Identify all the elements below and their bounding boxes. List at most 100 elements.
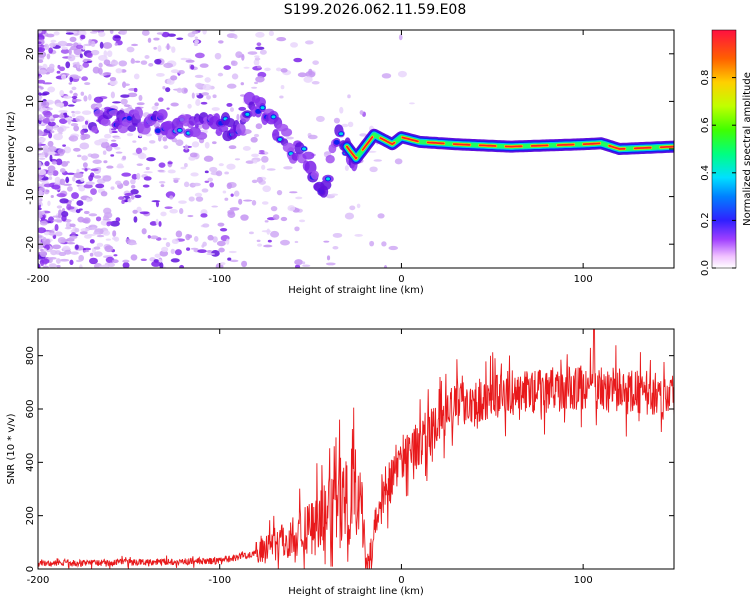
noise-blob xyxy=(114,146,121,150)
noise-blob xyxy=(53,31,60,36)
noise-blob xyxy=(254,81,258,85)
noise-blob xyxy=(236,113,240,121)
noise-blob xyxy=(264,67,271,72)
noise-blob xyxy=(212,141,217,145)
noise-blob xyxy=(130,184,136,189)
noise-blob xyxy=(55,158,63,166)
noise-blob xyxy=(90,40,96,48)
noise-blob xyxy=(50,39,57,43)
noise-blob xyxy=(47,86,56,93)
noise-blob xyxy=(38,65,43,69)
noise-blob xyxy=(93,251,103,257)
noise-blob xyxy=(86,197,90,203)
noise-blob xyxy=(231,60,236,65)
noise-blob xyxy=(209,182,215,188)
noise-blob xyxy=(160,211,167,217)
noise-blob xyxy=(187,214,194,218)
noise-blob xyxy=(72,176,76,182)
noise-blob xyxy=(119,30,128,36)
noise-blob xyxy=(42,265,50,268)
noise-blob xyxy=(187,234,193,239)
noise-blob xyxy=(65,61,71,69)
noise-blob xyxy=(330,193,339,196)
noise-blob xyxy=(38,154,46,158)
noise-blob xyxy=(88,94,92,101)
noise-blob xyxy=(43,231,50,236)
noise-blob xyxy=(233,34,238,39)
noise-blob xyxy=(47,200,51,207)
noise-blob xyxy=(151,200,161,203)
noise-blob xyxy=(294,240,299,244)
spectrogram-ylabel: Frequency (Hz) xyxy=(6,111,17,187)
y-tick-label: 0 xyxy=(25,146,36,152)
noise-blob xyxy=(195,196,204,202)
noise-blob xyxy=(388,245,399,251)
noise-blob xyxy=(96,234,105,238)
ridge-blob xyxy=(91,125,99,133)
x-tick-label: -200 xyxy=(27,575,50,586)
noise-blob xyxy=(47,170,54,176)
noise-blob xyxy=(87,226,97,231)
noise-blob xyxy=(66,160,70,164)
ridge-blob xyxy=(195,131,208,140)
noise-blob xyxy=(38,79,46,84)
noise-blob xyxy=(79,53,83,58)
noise-blob xyxy=(38,95,43,100)
noise-blob xyxy=(59,198,69,204)
noise-blob xyxy=(200,101,208,105)
noise-blob xyxy=(261,201,269,205)
noise-blob xyxy=(148,62,154,67)
noise-blob xyxy=(356,203,361,209)
noise-blob xyxy=(169,208,178,214)
ridge-blob xyxy=(156,109,168,121)
noise-blob xyxy=(76,61,80,69)
noise-blob xyxy=(80,91,85,96)
noise-blob xyxy=(42,110,51,116)
noise-blob xyxy=(136,206,142,213)
ridge-core xyxy=(278,138,283,142)
noise-blob xyxy=(158,181,166,184)
noise-blob xyxy=(161,246,169,252)
noise-blob xyxy=(219,262,226,266)
spectrogram-layer xyxy=(38,30,674,268)
noise-blob xyxy=(103,72,112,76)
noise-blob xyxy=(61,46,68,50)
noise-blob xyxy=(218,247,225,253)
noise-blob xyxy=(369,240,375,247)
noise-blob xyxy=(52,114,60,118)
noise-blob xyxy=(183,181,190,188)
noise-blob xyxy=(39,250,47,258)
noise-blob xyxy=(65,176,70,184)
noise-blob xyxy=(194,39,200,44)
x-tick-label: -200 xyxy=(27,274,50,285)
noise-blob xyxy=(170,258,180,263)
noise-blob xyxy=(46,33,55,38)
noise-blob xyxy=(110,91,116,99)
noise-blob xyxy=(139,211,150,215)
ridge-blob xyxy=(235,123,246,136)
ridge-core xyxy=(126,115,133,121)
noise-blob xyxy=(38,199,42,206)
noise-blob xyxy=(199,63,209,68)
noise-blob xyxy=(38,227,47,234)
noise-blob xyxy=(206,95,211,100)
noise-blob xyxy=(126,46,135,53)
noise-blob xyxy=(184,144,189,151)
noise-blob xyxy=(341,123,349,128)
noise-blob xyxy=(38,161,42,168)
noise-blob xyxy=(88,174,94,182)
noise-blob xyxy=(81,155,88,161)
noise-blob xyxy=(307,134,318,140)
noise-blob xyxy=(204,141,210,149)
noise-blob xyxy=(394,158,403,165)
noise-blob xyxy=(178,69,185,75)
noise-blob xyxy=(192,182,201,187)
noise-blob xyxy=(159,262,164,268)
ridge-core xyxy=(271,115,276,119)
noise-blob xyxy=(121,199,125,205)
noise-blob xyxy=(253,133,260,138)
noise-blob xyxy=(158,162,166,168)
ridge-blob xyxy=(218,125,229,133)
noise-blob xyxy=(79,231,88,235)
noise-blob xyxy=(113,236,120,242)
